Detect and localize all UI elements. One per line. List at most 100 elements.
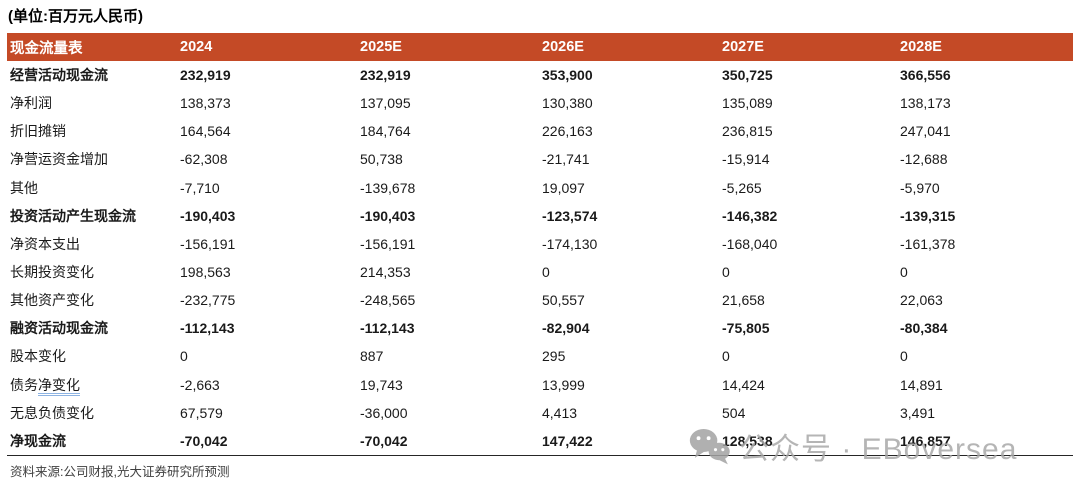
row-value: 232,919 [360, 67, 411, 84]
row-value: -5,265 [722, 179, 762, 196]
header-cell-2027e: 2027E [722, 39, 764, 55]
row-value: -21,741 [542, 151, 590, 168]
row-value: 0 [542, 264, 550, 281]
table-row: 融资活动现金流 -112,143 -112,143 -82,904 -75,80… [7, 314, 1073, 342]
row-label: 融资活动现金流 [10, 320, 108, 337]
row-label: 净现金流 [10, 432, 66, 449]
row-value: 128,538 [722, 432, 773, 449]
table-row: 净利润 138,373 137,095 130,380 135,089 138,… [7, 89, 1073, 117]
row-value: 236,815 [722, 123, 773, 140]
row-value: 14,424 [722, 376, 765, 393]
row-value: 13,999 [542, 376, 585, 393]
row-value: -174,130 [542, 235, 598, 252]
row-value: -15,914 [722, 151, 770, 168]
source-note: 资料来源:公司财报,光大证券研究所预测 [10, 465, 230, 479]
row-value: 4,413 [542, 404, 578, 421]
row-label: 其他资产变化 [10, 292, 94, 309]
row-value: 198,563 [180, 264, 231, 281]
row-value: -156,191 [360, 235, 416, 252]
row-value: -139,315 [900, 207, 956, 224]
row-value: 0 [722, 348, 730, 365]
table-row: 净营运资金增加 -62,308 50,738 -21,741 -15,914 -… [7, 145, 1073, 173]
row-value: 135,089 [722, 95, 773, 112]
row-value: 226,163 [542, 123, 593, 140]
row-value: 137,095 [360, 95, 411, 112]
row-value: 130,380 [542, 95, 593, 112]
row-value: -232,775 [180, 292, 236, 309]
row-label: 其他 [10, 179, 38, 196]
header-cell-2024: 2024 [180, 39, 213, 55]
row-value: -70,042 [180, 432, 228, 449]
row-value: -82,904 [542, 320, 590, 337]
row-label: 长期投资变化 [10, 264, 94, 281]
row-value: 247,041 [900, 123, 951, 140]
table-row: 净资本支出 -156,191 -156,191 -174,130 -168,04… [7, 230, 1073, 258]
row-value: 14,891 [900, 376, 943, 393]
header-cell-2025e: 2025E [360, 39, 402, 55]
table-row: 经营活动现金流 232,919 232,919 353,900 350,725 … [7, 61, 1073, 89]
row-value: 0 [722, 264, 730, 281]
row-label: 净营运资金增加 [10, 151, 108, 168]
row-label: 股本变化 [10, 348, 66, 365]
row-value: -62,308 [180, 151, 228, 168]
row-label: 净资本支出 [10, 235, 80, 252]
table-header-row: 现金流量表 2024 2025E 2026E 2027E 2028E [7, 33, 1073, 61]
row-value: -2,663 [180, 376, 220, 393]
header-cell-label: 现金流量表 [10, 40, 83, 57]
cash-flow-table: 现金流量表 2024 2025E 2026E 2027E 2028E 经营活动现… [7, 33, 1073, 456]
row-value: 21,658 [722, 292, 765, 309]
row-value: 295 [542, 348, 566, 365]
table-row: 其他 -7,710 -139,678 19,097 -5,265 -5,970 [7, 174, 1073, 202]
row-value: 138,373 [180, 95, 231, 112]
table-row: 折旧摊销 164,564 184,764 226,163 236,815 247… [7, 117, 1073, 145]
row-value: -161,378 [900, 235, 956, 252]
row-value: -156,191 [180, 235, 236, 252]
header-cell-2028e: 2028E [900, 39, 942, 55]
row-label: 折旧摊销 [10, 123, 66, 140]
row-value: -248,565 [360, 292, 416, 309]
row-value: -123,574 [542, 207, 598, 224]
row-label: 经营活动现金流 [10, 67, 108, 84]
row-value: 3,491 [900, 404, 936, 421]
row-value: -7,710 [180, 179, 220, 196]
row-value: 366,556 [900, 67, 951, 84]
row-value: -112,143 [180, 320, 235, 337]
row-value: -146,382 [722, 207, 778, 224]
row-value: 0 [900, 264, 908, 281]
table-row: 股本变化 0 887 295 0 0 [7, 342, 1073, 370]
row-value: 164,564 [180, 123, 231, 140]
table-row: 债务净变化 -2,663 19,743 13,999 14,424 14,891 [7, 371, 1073, 399]
table-row: 投资活动产生现金流 -190,403 -190,403 -123,574 -14… [7, 202, 1073, 230]
row-value: 214,353 [360, 264, 411, 281]
row-value: 0 [180, 348, 188, 365]
row-label: 净利润 [10, 95, 52, 112]
row-value: -70,042 [360, 432, 408, 449]
table-row: 其他资产变化 -232,775 -248,565 50,557 21,658 2… [7, 286, 1073, 314]
row-value: 0 [900, 348, 908, 365]
row-value: 353,900 [542, 67, 593, 84]
row-value: 350,725 [722, 67, 773, 84]
row-value: 146,857 [900, 432, 951, 449]
row-value: 184,764 [360, 123, 411, 140]
table-row: 长期投资变化 198,563 214,353 0 0 0 [7, 258, 1073, 286]
row-value: -139,678 [360, 179, 416, 196]
row-value: 19,097 [542, 179, 585, 196]
unit-note: (单位:百万元人民币) [8, 8, 143, 25]
row-label: 债务净变化 [10, 375, 180, 396]
row-value: -12,688 [900, 151, 948, 168]
table-row: 无息负债变化 67,579 -36,000 4,413 504 3,491 [7, 399, 1073, 427]
row-value: -190,403 [180, 207, 236, 224]
row-value: 50,738 [360, 151, 403, 168]
table-body: 经营活动现金流 232,919 232,919 353,900 350,725 … [7, 61, 1073, 455]
row-value: 22,063 [900, 292, 943, 309]
row-value: 147,422 [542, 432, 593, 449]
row-label: 无息负债变化 [10, 404, 94, 421]
header-cell-2026e: 2026E [542, 39, 584, 55]
row-value: -5,970 [900, 179, 940, 196]
table-row: 净现金流 -70,042 -70,042 147,422 128,538 146… [7, 427, 1073, 455]
row-value: 504 [722, 404, 746, 421]
row-value: -36,000 [360, 404, 408, 421]
row-value: -75,805 [722, 320, 770, 337]
row-value: -168,040 [722, 235, 778, 252]
row-value: 887 [360, 348, 384, 365]
